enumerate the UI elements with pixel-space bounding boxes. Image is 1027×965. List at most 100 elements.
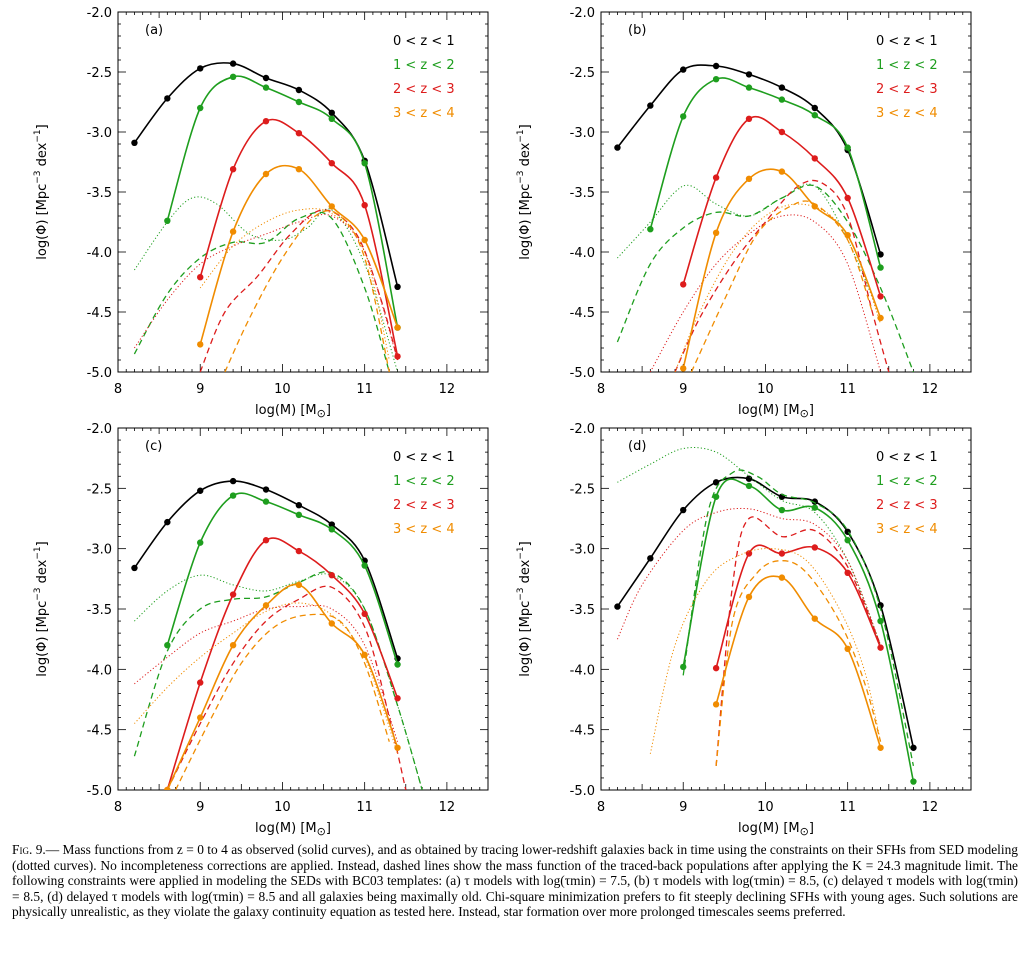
- series-4-data-point: [712, 229, 720, 236]
- y-tick-label: -3.5: [87, 186, 112, 201]
- series-3-data-point: [361, 202, 368, 209]
- series-1-data-point: [164, 95, 171, 102]
- x-axis-label: log(M) [M⊙]: [255, 821, 331, 838]
- series-4-data-point: [197, 714, 204, 721]
- legend-entry-4: 3 < z < 4: [876, 522, 938, 537]
- series-4-data-point: [844, 645, 851, 653]
- series-3-data-point: [262, 537, 270, 544]
- legend-entry-1: 0 < z < 1: [393, 34, 455, 49]
- legend-entry-2: 1 < z < 2: [393, 58, 455, 73]
- x-tick-label: 12: [439, 382, 456, 397]
- y-tick-label: -4.0: [570, 246, 595, 261]
- series-4-data-point: [877, 314, 884, 322]
- series-2-data-point: [361, 562, 368, 569]
- legend-entry-1: 0 < z < 1: [393, 450, 455, 465]
- series-2-data-point: [295, 98, 303, 106]
- series-1-data-point: [229, 477, 237, 485]
- series-1-data-point: [131, 139, 138, 146]
- series-1-data-point: [197, 487, 204, 494]
- series-1-data-point: [712, 62, 720, 70]
- series-3-data-point: [328, 572, 335, 579]
- y-tick-label: -5.0: [570, 366, 595, 381]
- y-tick-label: -4.5: [570, 306, 595, 321]
- legend-entry-4: 3 < z < 4: [876, 106, 938, 121]
- series-1-data-point: [877, 251, 884, 258]
- series-4-traced-dashed-line: [715, 560, 882, 766]
- legend-entry-3: 2 < z < 3: [876, 82, 938, 97]
- x-tick-label: 9: [679, 800, 687, 815]
- y-tick-label: -3.5: [570, 603, 595, 618]
- series-3-data-point: [811, 155, 818, 162]
- x-axis-label: log(M) [M⊙]: [255, 403, 331, 420]
- series-4-data-point: [394, 744, 401, 751]
- series-1-data-point: [680, 66, 687, 73]
- legend-entry-3: 2 < z < 3: [876, 498, 938, 513]
- series-4-data-point: [295, 166, 303, 173]
- series-1-data-point: [910, 744, 917, 751]
- series-4-traced-dashed-line: [690, 200, 873, 372]
- series-3-data-point: [394, 695, 401, 702]
- series-group: [131, 60, 401, 372]
- legend-entry-1: 0 < z < 1: [876, 450, 938, 465]
- panel-d: 8 9 10 11 12 -2.0 -2.5 -3.0 -3.5 -4.0 -4.5 -5.0 log(…: [516, 422, 972, 838]
- x-tick-label: 9: [196, 382, 204, 397]
- series-3-data-point: [778, 550, 786, 557]
- series-3-data-point: [229, 591, 237, 598]
- series-4-data-point: [745, 175, 753, 182]
- series-4-data-point: [328, 620, 335, 627]
- panel-label: (a): [145, 23, 163, 38]
- y-tick-label: -3.5: [87, 603, 112, 618]
- series-2-data-point: [229, 73, 237, 81]
- y-tick-label: -3.0: [87, 126, 112, 141]
- legend-entry-3: 2 < z < 3: [393, 82, 455, 97]
- series-1-data-point: [778, 84, 786, 91]
- caption-figure-number: Fig. 9.—: [12, 842, 60, 857]
- y-tick-label: -4.5: [570, 724, 595, 739]
- legend-entry-2: 1 < z < 2: [876, 58, 938, 73]
- series-2-data-point: [164, 642, 171, 649]
- series-3-traced-dashed-line: [674, 179, 890, 372]
- series-4-traced-dotted-line: [674, 203, 882, 372]
- series-1-data-point: [877, 602, 884, 609]
- x-tick-label: 10: [757, 800, 774, 815]
- y-tick-label: -3.5: [570, 186, 595, 201]
- y-tick-label: -2.0: [87, 6, 112, 21]
- series-1-data-point: [229, 60, 237, 67]
- x-tick-label: 10: [757, 382, 774, 397]
- series-2-traced-dotted-line: [617, 183, 882, 319]
- series-3-data-point: [712, 664, 720, 672]
- y-tick-label: -5.0: [87, 784, 112, 799]
- y-tick-label: -4.0: [87, 663, 112, 678]
- series-1-data-point: [745, 475, 753, 482]
- series-2-data-point: [877, 264, 884, 271]
- series-1-data-point: [295, 86, 303, 94]
- series-2-traced-dotted-line: [133, 196, 399, 372]
- series-4-data-point: [361, 236, 368, 244]
- series-1-observed-line: [133, 480, 399, 659]
- x-tick-label: 8: [597, 382, 605, 397]
- y-axis-label: log(Φ) [Mpc−3 dex−1]: [516, 541, 533, 677]
- legend-entry-4: 3 < z < 4: [393, 106, 455, 121]
- series-4-data-point: [361, 651, 368, 659]
- y-tick-label: -3.0: [570, 543, 595, 558]
- series-4-traced-dotted-line: [134, 602, 399, 754]
- series-2-data-point: [197, 104, 204, 112]
- series-4-traced-dotted-line: [199, 208, 390, 361]
- y-tick-label: -2.0: [570, 422, 595, 437]
- y-tick-label: -4.0: [570, 663, 595, 678]
- series-2-data-point: [647, 226, 654, 233]
- legend-entry-4: 3 < z < 4: [393, 522, 455, 537]
- series-3-data-point: [328, 160, 335, 167]
- series-4-data-point: [811, 203, 818, 210]
- x-tick-label: 11: [356, 382, 373, 397]
- y-tick-label: -5.0: [570, 784, 595, 799]
- x-tick-label: 8: [597, 800, 605, 815]
- x-tick-label: 8: [114, 382, 122, 397]
- series-2-data-point: [877, 617, 884, 625]
- series-4-observed-line: [715, 575, 882, 749]
- series-1-data-point: [262, 74, 270, 82]
- series-4-data-point: [295, 581, 303, 589]
- series-1-data-point: [712, 479, 720, 486]
- series-2-data-point: [811, 504, 818, 511]
- caption-text: Mass functions from z = 0 to 4 as observ…: [12, 842, 1018, 920]
